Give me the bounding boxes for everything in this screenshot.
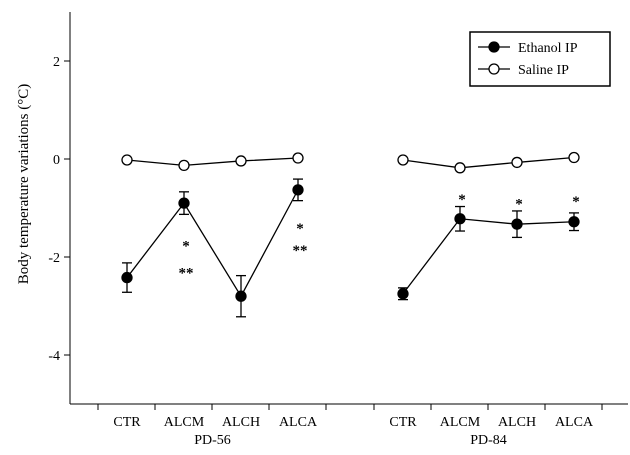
legend-label: Saline IP (518, 63, 569, 78)
significance-mark: * (296, 221, 304, 237)
series-line (126, 189, 299, 298)
series-line (402, 156, 575, 169)
group-label: PD-84 (470, 433, 507, 448)
significance-mark: * (458, 192, 466, 208)
saline-point (397, 154, 409, 166)
y-tick-label: 2 (53, 55, 60, 70)
saline-point (235, 155, 247, 167)
saline-point (568, 151, 580, 164)
y-tick-label: -4 (48, 349, 60, 364)
y-tick-label: 0 (53, 153, 60, 168)
series-line (402, 218, 575, 295)
saline-point (292, 152, 304, 164)
ethanol-point (292, 184, 304, 196)
significance-mark: * (182, 238, 190, 254)
ethanol-point (235, 290, 247, 302)
x-tick-label: CTR (389, 415, 417, 430)
x-tick-label: ALCM (164, 415, 205, 430)
x-tick-label: ALCM (440, 415, 481, 430)
legend-marker (488, 63, 500, 75)
y-axis-label: Body temperature variations (°C) (16, 84, 32, 285)
ethanol-point (397, 288, 409, 300)
ethanol-point (511, 218, 523, 230)
plot-area: ******* * * (121, 151, 580, 318)
series-line (126, 157, 299, 167)
x-tick-label: CTR (113, 415, 141, 430)
significance-mark: * (515, 197, 523, 213)
x-tick-label: ALCA (555, 415, 594, 430)
significance-mark: ** (293, 243, 308, 259)
significance-mark: * (572, 194, 580, 210)
ethanol-point (121, 271, 133, 284)
significance-mark: ** (179, 265, 194, 281)
saline-point (454, 162, 466, 174)
saline-point (511, 156, 523, 169)
y-tick-label: -2 (48, 251, 60, 266)
saline-point (178, 159, 190, 172)
ethanol-point (178, 197, 190, 209)
axes: 2 0 -2 -4 CTR ALCM ALCH ALCA PD-56 CTR ALCM ALCH ALC… (48, 12, 628, 448)
legend-marker (488, 41, 500, 53)
x-tick-label: ALCA (279, 415, 318, 430)
x-tick-label: ALCH (222, 415, 260, 430)
legend-box (469, 31, 611, 87)
saline-point (121, 154, 133, 166)
legend-label: Ethanol IP (518, 41, 578, 56)
ethanol-point (454, 213, 466, 225)
group-label: PD-56 (194, 433, 231, 448)
x-tick-label: ALCH (498, 415, 536, 430)
ethanol-point (568, 216, 580, 228)
legend: Ethanol IP Saline IP (469, 31, 611, 87)
